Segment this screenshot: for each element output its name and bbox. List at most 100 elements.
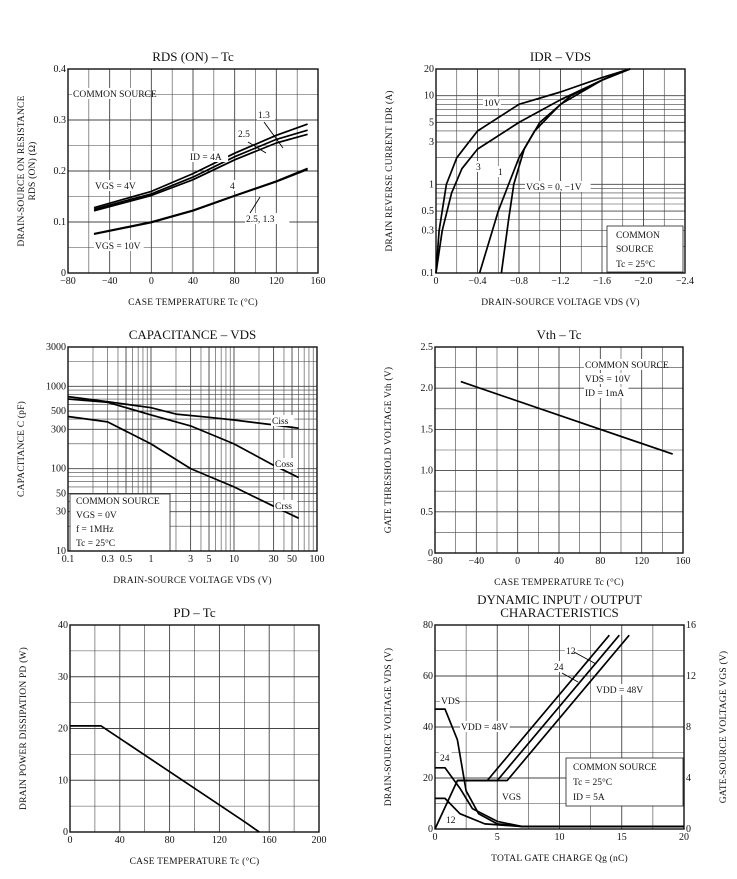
series-line-1 <box>460 380 673 455</box>
x-tick-label: 80 <box>165 835 175 846</box>
annotation-label: 2.5, 1.3 <box>246 215 275 225</box>
annotation-backdrop <box>565 645 578 656</box>
x-tick-label: 3 <box>188 554 193 565</box>
annotation-backdrop <box>584 387 629 398</box>
y-tick-label: 0 <box>61 268 66 279</box>
y-axis-label: CAPACITANCE C (pF) <box>16 401 27 497</box>
x-tick-label: 10 <box>229 554 239 565</box>
y-tick-label: 0.3 <box>54 115 67 126</box>
y-right-tick-label: 0 <box>686 824 691 835</box>
chart-1: −80 −40 0 40 80 120 160 0 0.1 0.2 0.3 0.4 RDS (ON) –… <box>17 49 326 308</box>
x-axis-label: CASE TEMPERATURE Tc (°C) <box>128 297 258 308</box>
pointer-arrow <box>247 141 267 154</box>
chart-3: 0.1 0.3 0.5 1 3 5 10 30 50 100 10 30 50 100 300 500 1000… <box>16 327 325 586</box>
y-tick-label: 1.5 <box>421 424 434 435</box>
x-tick-label: −40 <box>469 556 485 567</box>
annotation-label: 12 <box>446 816 456 826</box>
annotation-label: VGS = 10V <box>95 242 141 252</box>
y-tick-label: 80 <box>423 620 433 631</box>
annotation-backdrop <box>595 684 645 695</box>
x-tick-label: −1.6 <box>593 276 611 287</box>
chart-title: PD – Tc <box>173 605 215 620</box>
annotation-label: VDD = 48V <box>596 686 643 696</box>
y-axis-sublabel: RDS (ON) (Ω) <box>27 141 38 200</box>
y-tick-label: 300 <box>51 424 66 435</box>
x-tick-label: 30 <box>269 554 279 565</box>
y-tick-label: 50 <box>56 488 66 499</box>
annotation-label: Tc = 25°C <box>616 259 655 270</box>
chart-title: DYNAMIC INPUT / OUTPUT <box>477 592 642 607</box>
x-tick-label: 0 <box>515 556 520 567</box>
x-tick-label: −2.0 <box>634 276 652 287</box>
x-tick-label: 0.1 <box>62 554 75 565</box>
annotation-label: VGS = 0V <box>76 511 117 521</box>
y-axis-label: DRAIN REVERSE CURRENT IDR (A) <box>384 90 395 251</box>
annotation-label: SOURCE <box>616 245 654 255</box>
x-tick-label: 0.5 <box>120 554 133 565</box>
series-line-1 <box>435 68 631 274</box>
x-tick-label: 20 <box>679 832 689 843</box>
annotation-backdrop <box>75 537 125 548</box>
y-right-tick-label: 4 <box>686 773 691 784</box>
annotation-backdrop <box>553 661 566 672</box>
x-tick-label: −1.2 <box>551 276 569 287</box>
y-tick-label: 0.2 <box>54 166 67 177</box>
y-tick-label: 1 <box>429 179 434 190</box>
annotation-backdrop <box>525 181 591 192</box>
grid <box>434 346 684 554</box>
annotation-label: f = 1MHz <box>76 524 114 535</box>
annotation-backdrop <box>229 180 237 191</box>
y-tick-label: 1.0 <box>421 466 434 477</box>
x-axis-label: DRAIN-SOURCE VOLTAGE VDS (V) <box>481 297 640 308</box>
x-tick-label: 160 <box>676 556 691 567</box>
annotation-label: VGS = 4V <box>95 182 136 192</box>
y-tick-label: 10 <box>58 775 68 786</box>
x-tick-label: 0 <box>68 835 73 846</box>
annotation-label: VDS <box>441 697 460 707</box>
x-tick-label: 1 <box>149 554 154 565</box>
annotation-backdrop <box>584 359 655 370</box>
x-tick-label: 5 <box>207 554 212 565</box>
x-tick-label: 120 <box>269 276 284 287</box>
annotation-backdrop <box>94 180 139 191</box>
annotation-backdrop <box>440 695 458 706</box>
y-tick-label: 0 <box>428 824 433 835</box>
chart-5: 0 40 80 120 160 200 0 10 20 30 40 PD – Tc CASE TEMPE… <box>18 605 327 867</box>
pointer-arrow <box>249 196 261 214</box>
annotation-label: COMMON SOURCE <box>76 497 160 507</box>
annotation-backdrop <box>501 791 519 802</box>
y-tick-label: 1000 <box>46 381 66 392</box>
y-tick-label: 0.3 <box>422 226 435 237</box>
chart-title-line2: CHARACTERISTICS <box>500 605 618 620</box>
y-tick-label: 3000 <box>46 342 66 353</box>
y-axis-label: DRAIN-SOURCE VOLTAGE VDS (V) <box>383 648 394 807</box>
annotation-backdrop <box>237 128 255 139</box>
x-axis-label: DRAIN-SOURCE VOLTAGE VDS (V) <box>113 575 272 586</box>
x-tick-label: −2.4 <box>676 276 694 287</box>
y-axis-label: GATE THRESHOLD VOLTAGE Vth (V) <box>383 367 394 533</box>
annotation-backdrop <box>615 258 665 269</box>
annotation-label: Coss <box>275 460 294 470</box>
y-tick-label: 30 <box>56 507 66 518</box>
annotation-backdrop <box>483 97 501 108</box>
x-tick-label: 50 <box>287 554 297 565</box>
y-tick-label: 0.1 <box>422 268 435 279</box>
y-tick-label: 20 <box>58 724 68 735</box>
series-line-1 <box>67 395 299 430</box>
annotation-backdrop <box>572 761 643 772</box>
chart-4: −80 −40 0 40 80 120 160 0 0.5 1.0 1.5 2.0 2.5 Vth – T… <box>383 327 691 588</box>
annotation-backdrop <box>460 721 510 732</box>
x-tick-label: 40 <box>188 276 198 287</box>
y-right-tick-label: 8 <box>686 722 691 733</box>
annotation-backdrop <box>584 373 634 384</box>
annotation-label: VDS = 10V <box>585 375 631 385</box>
y-right-axis-label: GATE-SOURCE VOLTAGE VGS (V) <box>718 651 729 804</box>
chart-title: RDS (ON) – Tc <box>152 49 234 64</box>
annotation-label: VGS <box>502 793 521 803</box>
annotation-label: Crss <box>275 502 292 512</box>
annotation-label: 1 <box>498 168 503 178</box>
y-tick-label: 500 <box>51 406 66 417</box>
y-tick-label: 10 <box>424 91 434 102</box>
y-tick-label: 100 <box>51 464 66 475</box>
